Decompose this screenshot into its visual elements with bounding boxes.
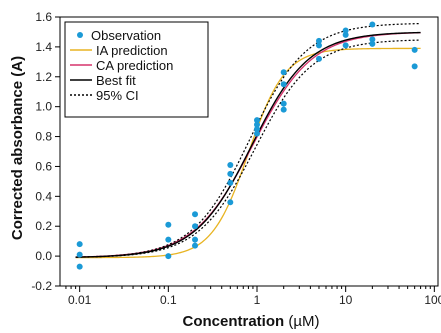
y-tick-label: 0.4	[35, 189, 52, 203]
y-tick-label: 0.2	[35, 219, 52, 233]
observation-point	[280, 69, 287, 76]
observation-point	[342, 27, 349, 34]
y-tick-label: 1.0	[35, 100, 52, 114]
y-tick-label: 0.8	[35, 130, 52, 144]
legend-ca-label: CA prediction	[96, 58, 173, 73]
observation-point	[192, 242, 199, 249]
x-axis-title: Concentration (µM)	[183, 313, 320, 330]
observation-point	[369, 36, 376, 43]
x-tick-label: 1	[254, 293, 261, 307]
y-tick-label: 0.6	[35, 159, 52, 173]
x-axis-title-label: Concentration	[183, 313, 285, 330]
observation-point	[227, 199, 234, 206]
observation-point	[76, 241, 83, 248]
legend-bestfit-label: Best fit	[96, 73, 136, 88]
observation-point	[192, 211, 199, 218]
observation-point	[315, 37, 322, 44]
observation-point	[76, 263, 83, 270]
observation-point	[165, 221, 172, 228]
observation-point	[254, 121, 261, 128]
observation-point	[227, 170, 234, 177]
curve-layer	[75, 22, 421, 259]
observation-point	[280, 81, 287, 88]
observation-point	[254, 130, 261, 137]
legend-box	[64, 21, 209, 118]
observation-point	[280, 100, 287, 107]
observation-point	[254, 117, 261, 124]
observation-point	[342, 31, 349, 38]
observation-point	[254, 126, 261, 133]
observation-point	[192, 223, 199, 230]
legend-observation-symbol	[77, 32, 83, 38]
x-tick-label: 0.01	[68, 293, 92, 307]
y-tick-label: 0.0	[35, 249, 52, 263]
legend: Observation IA prediction CA prediction …	[64, 21, 209, 118]
observation-point	[165, 236, 172, 243]
axes-layer	[55, 16, 439, 292]
tick-labels: -0.2 0.0 0.2 0.4 0.6 0.8 1.0 1.2 1.4 1.6 0.01 0.1 1 1…	[31, 10, 441, 307]
observation-point	[315, 55, 322, 62]
plot-frame	[59, 16, 439, 287]
observation-point	[280, 106, 287, 113]
observation-point	[192, 236, 199, 243]
x-tick-label: 0.1	[160, 293, 177, 307]
observation-point	[227, 161, 234, 168]
x-tick-label: 100	[424, 293, 441, 307]
observation-point	[369, 21, 376, 28]
observation-point	[369, 40, 376, 47]
y-axis-title: Corrected absorbance (A)	[9, 56, 26, 240]
observation-point	[227, 179, 234, 186]
legend-observation-label: Observation	[91, 28, 161, 43]
y-tick-label: -0.2	[31, 279, 52, 293]
legend-ia-label: IA prediction	[96, 43, 168, 58]
y-tick-label: 1.4	[35, 40, 52, 54]
y-tick-label: 1.2	[35, 70, 52, 84]
y-tick-label: 1.6	[35, 10, 52, 24]
observation-point	[315, 42, 322, 49]
observation-point	[411, 46, 418, 53]
x-axis-title-unit: (µM)	[288, 313, 319, 330]
observation-point	[165, 253, 172, 260]
legend-ci-label: 95% CI	[96, 88, 139, 103]
observation-point	[76, 251, 83, 258]
observation-point	[342, 42, 349, 49]
observation-points	[76, 21, 418, 270]
observation-point	[411, 63, 418, 70]
best-fit-line	[75, 31, 421, 258]
x-tick-label: 10	[339, 293, 353, 307]
